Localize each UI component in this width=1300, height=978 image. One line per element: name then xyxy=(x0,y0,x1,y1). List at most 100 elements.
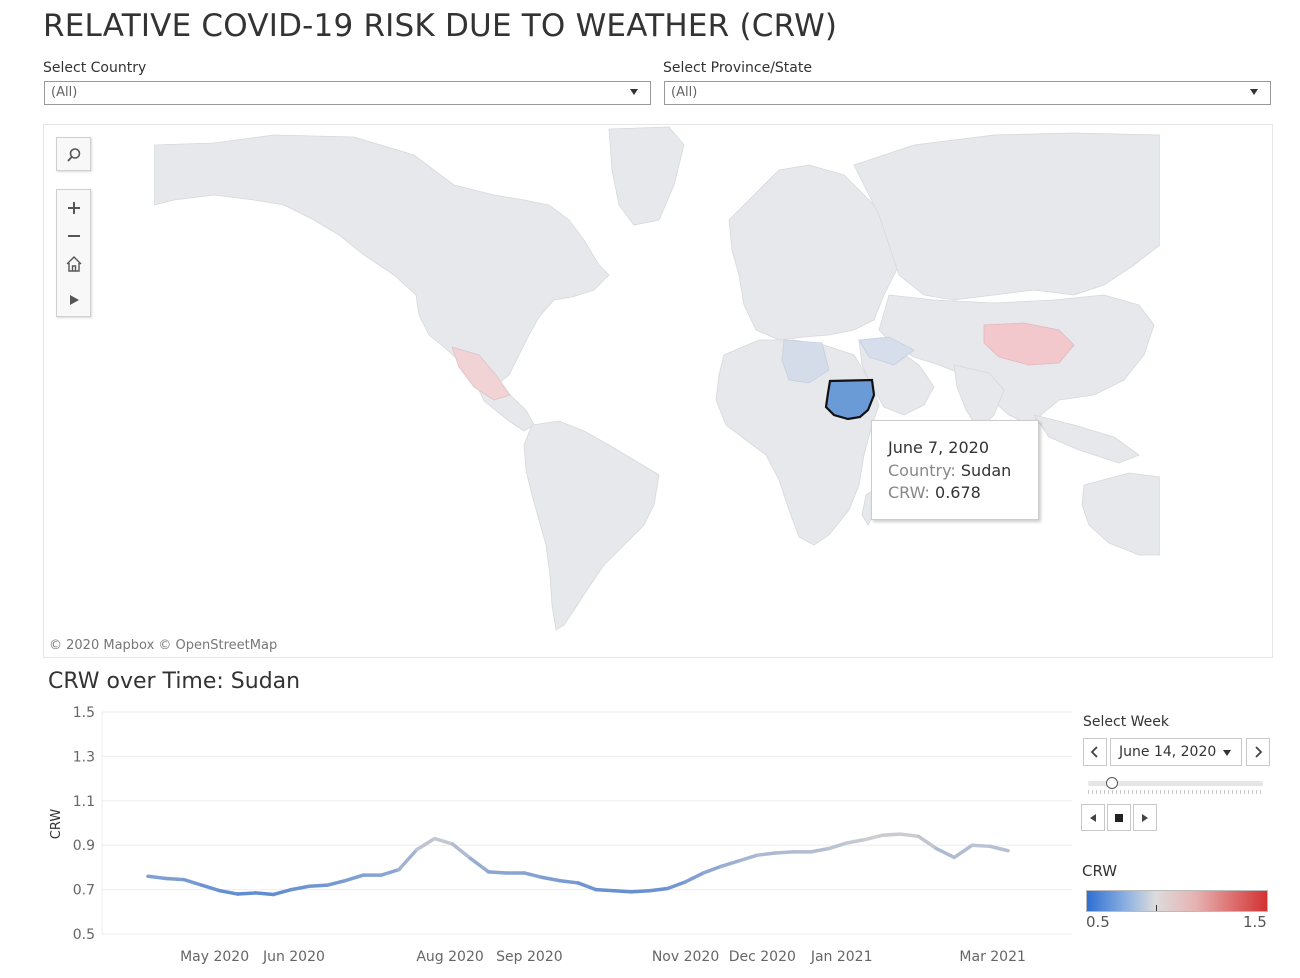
crw-line-segment[interactable] xyxy=(200,883,222,893)
crw-line-segment[interactable] xyxy=(164,876,186,882)
country-select-value: (All) xyxy=(51,85,78,100)
libya-egypt-shape xyxy=(781,339,830,384)
crw-line-segment[interactable] xyxy=(576,881,598,892)
zoom-out-icon[interactable] xyxy=(57,222,91,250)
greenland-shape xyxy=(608,126,685,226)
crw-line-segment[interactable] xyxy=(665,880,688,891)
crw-line-segment[interactable] xyxy=(432,836,455,846)
crw-line-segment[interactable] xyxy=(862,833,885,842)
tooltip-country-value: Sudan xyxy=(960,460,1012,480)
crw-line-segment[interactable] xyxy=(773,850,795,855)
y-tick-label: 0.7 xyxy=(73,883,95,899)
crw-line-segment[interactable] xyxy=(683,871,706,884)
legend-max-label: 1.5 xyxy=(1243,913,1267,931)
x-tick-label: Jan 2021 xyxy=(810,949,873,965)
crw-line-segment[interactable] xyxy=(415,836,437,852)
week-slider-track[interactable] xyxy=(1088,781,1263,786)
step-back-button[interactable] xyxy=(1081,804,1105,831)
y-tick-label: 0.5 xyxy=(73,927,95,943)
crw-line-segment[interactable] xyxy=(898,832,921,839)
southeast-asia-islands-shape xyxy=(1033,414,1140,464)
crw-line-segment[interactable] xyxy=(719,858,742,869)
crw-line-segment[interactable] xyxy=(146,874,168,881)
tooltip-date: June 7, 2020 xyxy=(888,438,989,457)
crw-line-segment[interactable] xyxy=(182,877,204,887)
crw-line-segment[interactable] xyxy=(755,851,777,857)
china-shape xyxy=(983,322,1075,366)
world-map[interactable]: © 2020 Mapbox © OpenStreetMap xyxy=(43,124,1273,658)
search-icon[interactable] xyxy=(57,141,91,169)
crw-line-segment[interactable] xyxy=(468,856,491,874)
crw-color-legend xyxy=(1086,890,1268,912)
crw-line-segment[interactable] xyxy=(988,844,1010,853)
crw-line-segment[interactable] xyxy=(952,843,974,860)
chevron-down-icon xyxy=(1250,89,1258,95)
crw-line-segment[interactable] xyxy=(325,878,347,887)
crw-line-segment[interactable] xyxy=(235,891,258,896)
map-search-tool[interactable] xyxy=(56,137,91,171)
province-select-value: (All) xyxy=(671,85,698,100)
legend-marker xyxy=(1156,905,1157,911)
country-filter-label: Select Country xyxy=(43,60,147,76)
chevron-left-icon xyxy=(1090,746,1098,758)
week-select[interactable]: June 14, 2020 xyxy=(1110,738,1242,766)
crw-line-segment[interactable] xyxy=(845,837,867,845)
crw-line-segment[interactable] xyxy=(217,888,240,896)
crw-line-segment[interactable] xyxy=(558,878,580,885)
stop-button[interactable] xyxy=(1107,804,1131,831)
crw-line-segment[interactable] xyxy=(594,887,616,893)
legend-title: CRW xyxy=(1082,862,1118,880)
crw-line-segment[interactable] xyxy=(647,886,670,893)
crw-line-segment[interactable] xyxy=(343,873,365,883)
x-tick-label: Mar 2021 xyxy=(959,949,1026,965)
crw-line-chart: CRW 1.5 1.3 1.1 0.9 0.7 0.5 May 2020 Jun 2020 A… xyxy=(49,705,1072,965)
crw-line-segment[interactable] xyxy=(253,891,276,897)
crw-line-segment[interactable] xyxy=(289,884,312,892)
province-select[interactable]: (All) xyxy=(664,81,1271,105)
crw-line-segment[interactable] xyxy=(522,871,544,880)
crw-line-segment[interactable] xyxy=(540,875,562,883)
crw-line-segment[interactable] xyxy=(486,870,509,875)
map-canvas[interactable] xyxy=(154,125,1160,658)
y-tick-label: 0.9 xyxy=(73,838,95,854)
crw-line-segment[interactable] xyxy=(271,887,294,897)
crw-line-segment[interactable] xyxy=(379,867,401,877)
crw-line-segment[interactable] xyxy=(880,832,903,837)
y-tick-label: 1.5 xyxy=(73,705,95,721)
crw-line-segment[interactable] xyxy=(916,834,939,851)
home-icon[interactable] xyxy=(57,250,91,278)
crw-line-segment[interactable] xyxy=(630,888,652,894)
chevron-right-icon xyxy=(1255,746,1263,758)
russia-shape xyxy=(853,132,1160,301)
chevron-down-icon xyxy=(1223,750,1231,756)
y-tick-label: 1.1 xyxy=(73,794,95,810)
step-back-icon xyxy=(1090,813,1096,822)
south-america-shape xyxy=(523,420,660,631)
province-filter-label: Select Province/State xyxy=(663,60,812,76)
crw-line-segment[interactable] xyxy=(809,846,831,854)
next-week-button[interactable] xyxy=(1246,738,1270,766)
play-icon[interactable] xyxy=(57,286,91,314)
week-slider-thumb[interactable] xyxy=(1106,777,1118,789)
crw-line-segment[interactable] xyxy=(737,853,759,863)
crw-line-segment[interactable] xyxy=(450,842,473,861)
week-select-value: June 14, 2020 xyxy=(1119,744,1217,760)
crw-line-segment[interactable] xyxy=(827,841,849,851)
step-forward-button[interactable] xyxy=(1133,804,1157,831)
crw-line-segment[interactable] xyxy=(970,843,992,849)
crw-line-segment[interactable] xyxy=(612,888,634,894)
week-slider-ticks xyxy=(1088,790,1263,794)
zoom-in-icon[interactable] xyxy=(57,194,91,222)
australia-shape xyxy=(1081,472,1160,556)
crw-line-segment[interactable] xyxy=(934,846,957,860)
map-zoom-toolbar xyxy=(56,189,91,317)
country-select[interactable]: (All) xyxy=(44,81,651,105)
page-title: RELATIVE COVID-19 RISK DUE TO WEATHER (C… xyxy=(43,8,838,44)
crw-line-segment[interactable] xyxy=(307,883,329,889)
select-week-label: Select Week xyxy=(1083,714,1169,730)
map-credit: © 2020 Mapbox © OpenStreetMap xyxy=(49,638,278,653)
crw-line-segment[interactable] xyxy=(701,864,724,875)
step-forward-icon xyxy=(1142,813,1148,822)
crw-line-segment[interactable] xyxy=(397,847,419,872)
prev-week-button[interactable] xyxy=(1083,738,1107,766)
